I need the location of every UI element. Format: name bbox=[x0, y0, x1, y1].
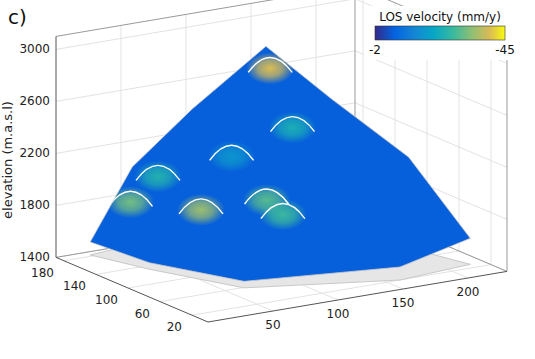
svg-text:-45: -45 bbox=[495, 43, 515, 57]
svg-text:c): c) bbox=[8, 5, 27, 29]
svg-text:1400: 1400 bbox=[19, 250, 50, 264]
svg-text:60: 60 bbox=[135, 307, 150, 321]
svg-text:150: 150 bbox=[392, 296, 415, 310]
svg-text:3000: 3000 bbox=[19, 42, 50, 56]
svg-text:140: 140 bbox=[63, 279, 86, 293]
svg-text:-2: -2 bbox=[369, 43, 381, 57]
svg-text:180: 180 bbox=[31, 266, 54, 280]
svg-text:100: 100 bbox=[95, 293, 118, 307]
svg-text:50: 50 bbox=[265, 318, 280, 332]
svg-text:elevation (m.a.s.l): elevation (m.a.s.l) bbox=[0, 101, 15, 219]
svg-text:2200: 2200 bbox=[19, 146, 50, 160]
svg-text:100: 100 bbox=[327, 307, 350, 321]
svg-text:LOS velocity (mm/y): LOS velocity (mm/y) bbox=[379, 10, 501, 24]
svg-text:200: 200 bbox=[457, 285, 480, 299]
svg-text:20: 20 bbox=[167, 320, 182, 334]
svg-text:2600: 2600 bbox=[19, 94, 50, 108]
svg-text:1800: 1800 bbox=[19, 198, 50, 212]
